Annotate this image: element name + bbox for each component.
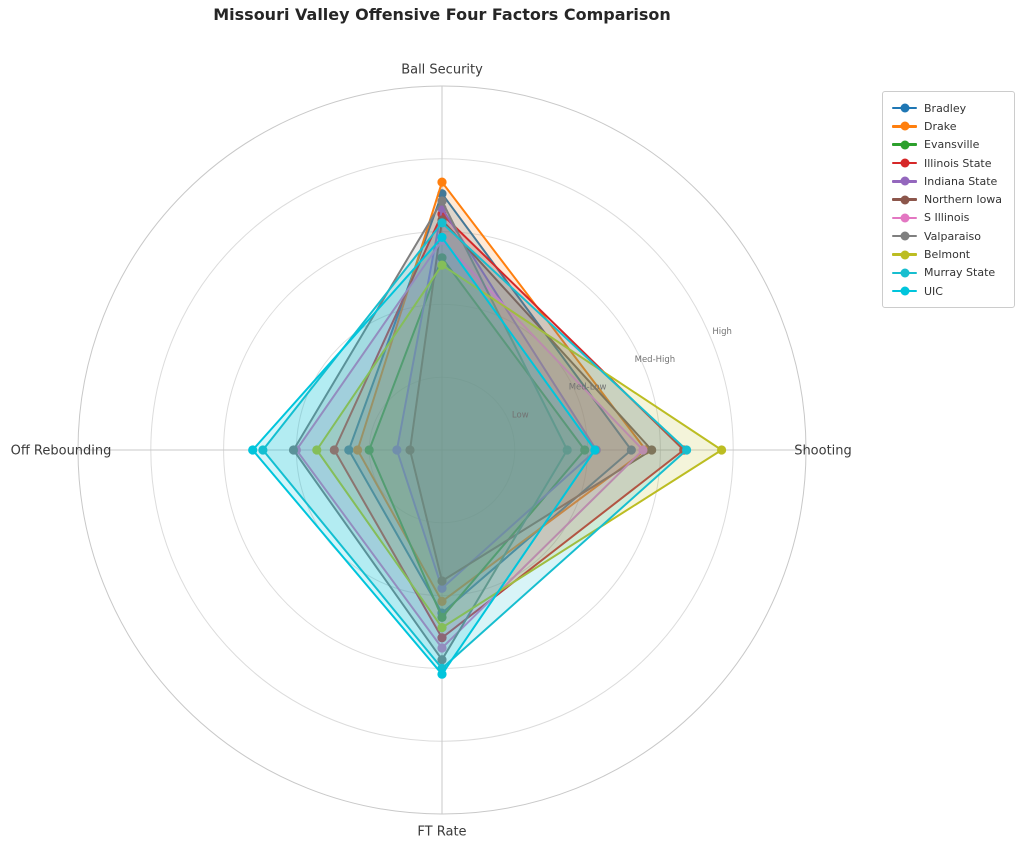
legend-marker-indiana-state [892,180,917,183]
data-point-evansville-off-rebounding [364,445,374,455]
legend-label: Indiana State [924,174,998,188]
data-point-belmont-shooting [717,445,727,455]
legend-item-northern-iowa: Northern Iowa [892,190,1005,208]
data-point-uic-ft-rate [437,669,447,679]
data-point-northern-iowa-off-rebounding [405,445,415,455]
axis-label-off-rebounding: Off Rebounding [11,444,112,459]
data-point-murray-state-shooting [682,445,692,455]
data-point-northern-iowa-shooting [647,445,657,455]
axis-label-ft-rate: FT Rate [417,825,466,840]
legend-marker-drake [892,125,917,128]
legend-marker-belmont [892,253,917,256]
legend-label: Murray State [924,266,996,280]
legend-marker-evansville [892,143,917,146]
legend-item-s-illinois: S Illinois [892,209,1005,227]
legend-item-illinois-state: Illinois State [892,154,1005,172]
legend-label: Belmont [924,248,971,262]
team-polygons [248,177,727,679]
legend-label: UIC [924,284,943,298]
radial-tick-label: Med-High [635,355,676,365]
data-point-valparaiso-ft-rate [437,655,447,665]
legend-marker-s-illinois [892,216,917,220]
radial-tick-label: High [712,327,732,337]
data-point-indiana-state-off-rebounding [392,445,402,455]
legend-item-drake: Drake [892,117,1005,135]
data-point-belmont-off-rebounding [312,445,322,455]
team-polygon-uic [251,236,596,676]
legend-item-indiana-state: Indiana State [892,172,1005,190]
legend-label: Northern Iowa [924,193,1003,207]
data-point-s-illinois-ft-rate [437,643,447,653]
data-point-bradley-shooting [626,445,636,455]
data-point-uic-shooting [590,445,600,455]
data-point-drake-ft-rate [437,596,447,607]
axis-category-labels: Ball Security Shooting FT Rate Off Reboundi… [11,63,852,840]
legend-item-belmont: Belmont [892,245,1005,263]
data-point-murray-state-off-rebounding [258,445,268,455]
radial-tick-label: Med-Low [569,383,607,393]
legend-marker-uic [892,289,917,293]
data-point-illinois-state-ft-rate [437,633,447,643]
data-point-evansville-shooting [580,445,590,455]
data-point-valparaiso-shooting [562,445,572,455]
legend-label: Evansville [924,138,980,152]
legend-marker-bradley [892,106,917,110]
data-point-indiana-state-ft-rate [437,583,447,593]
data-point-evansville-ft-rate [437,612,447,623]
data-point-murray-state-ball-security [437,218,447,228]
data-point-northern-iowa-ft-rate [437,576,447,586]
data-point-belmont-ft-rate [437,623,447,633]
chart-title: Missouri Valley Offensive Four Factors C… [213,5,671,24]
data-point-bradley-off-rebounding [344,445,354,455]
axis-label-ball-security: Ball Security [401,63,483,78]
legend-item-valparaiso: Valparaiso [892,227,1005,245]
radial-tick-labels: Low Med-Low Med-High High [512,327,732,421]
legend-marker-valparaiso [892,234,917,238]
axis-label-shooting: Shooting [794,444,852,459]
data-point-s-illinois-shooting [638,445,648,455]
data-point-drake-off-rebounding [353,445,363,455]
data-point-evansville-ball-security [437,253,447,263]
legend-label: Valparaiso [924,229,981,243]
data-point-drake-ball-security [437,177,447,187]
data-point-valparaiso-off-rebounding [288,445,299,455]
data-point-uic-ball-security [437,232,447,242]
legend-item-uic: UIC [892,282,1005,300]
legend-label: Illinois State [924,156,992,170]
legend-item-murray-state: Murray State [892,264,1005,282]
data-point-uic-off-rebounding [248,445,258,455]
data-point-illinois-state-off-rebounding [329,445,339,455]
data-point-valparaiso-ball-security [437,196,447,206]
legend-item-evansville: Evansville [892,136,1005,154]
legend-marker-illinois-state [892,161,917,165]
legend-marker-murray-state [892,271,917,275]
legend-label: S Illinois [924,211,970,225]
legend: Bradley Drake Evansville Illinois State Indi… [882,91,1015,309]
legend-label: Bradley [924,101,967,115]
legend-marker-northern-iowa [892,198,917,201]
legend-label: Drake [924,119,957,133]
radial-tick-label: Low [512,411,529,421]
data-point-belmont-ball-security [437,260,447,270]
legend-item-bradley: Bradley [892,99,1005,117]
